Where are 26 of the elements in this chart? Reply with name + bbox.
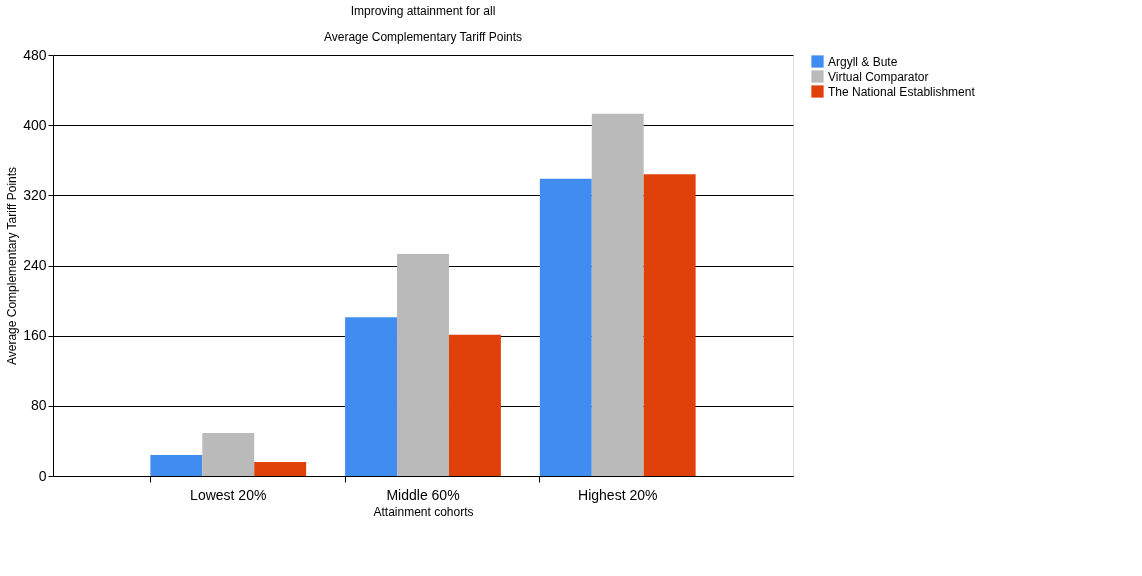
y-axis-title: Average Complementary Tariff Points: [5, 166, 20, 366]
chart-subtitle: Average Complementary Tariff Points: [323, 30, 523, 44]
bar: [643, 174, 696, 476]
y-tick-label: 240: [23, 257, 47, 273]
legend-label: Virtual Comparator: [828, 69, 929, 84]
y-tick-label: 320: [23, 186, 47, 203]
bar: [539, 178, 592, 476]
legend-label: Argyll & Bute: [828, 54, 898, 69]
bar: [254, 461, 307, 476]
y-tick-label: 160: [23, 327, 47, 344]
y-tick-label: 400: [23, 116, 47, 133]
y-tick-label: 0: [38, 467, 47, 484]
bar: [397, 254, 449, 476]
x-axis-title: Attainment cohorts: [373, 504, 474, 519]
chart-title: Improving attainment for all: [350, 4, 496, 18]
x-tick-label: Highest 20%: [578, 486, 658, 503]
legend-label: The National Establishment: [828, 84, 976, 99]
y-tick-label: 480: [23, 46, 47, 63]
bar: [202, 433, 255, 476]
bar: [448, 334, 501, 476]
bar: [150, 454, 203, 476]
x-tick-label: Middle 60%: [386, 486, 460, 503]
bar: [591, 113, 644, 476]
bar: [345, 317, 398, 476]
x-tick-label: Lowest 20%: [190, 486, 267, 503]
y-tick-label: 80: [30, 397, 47, 414]
